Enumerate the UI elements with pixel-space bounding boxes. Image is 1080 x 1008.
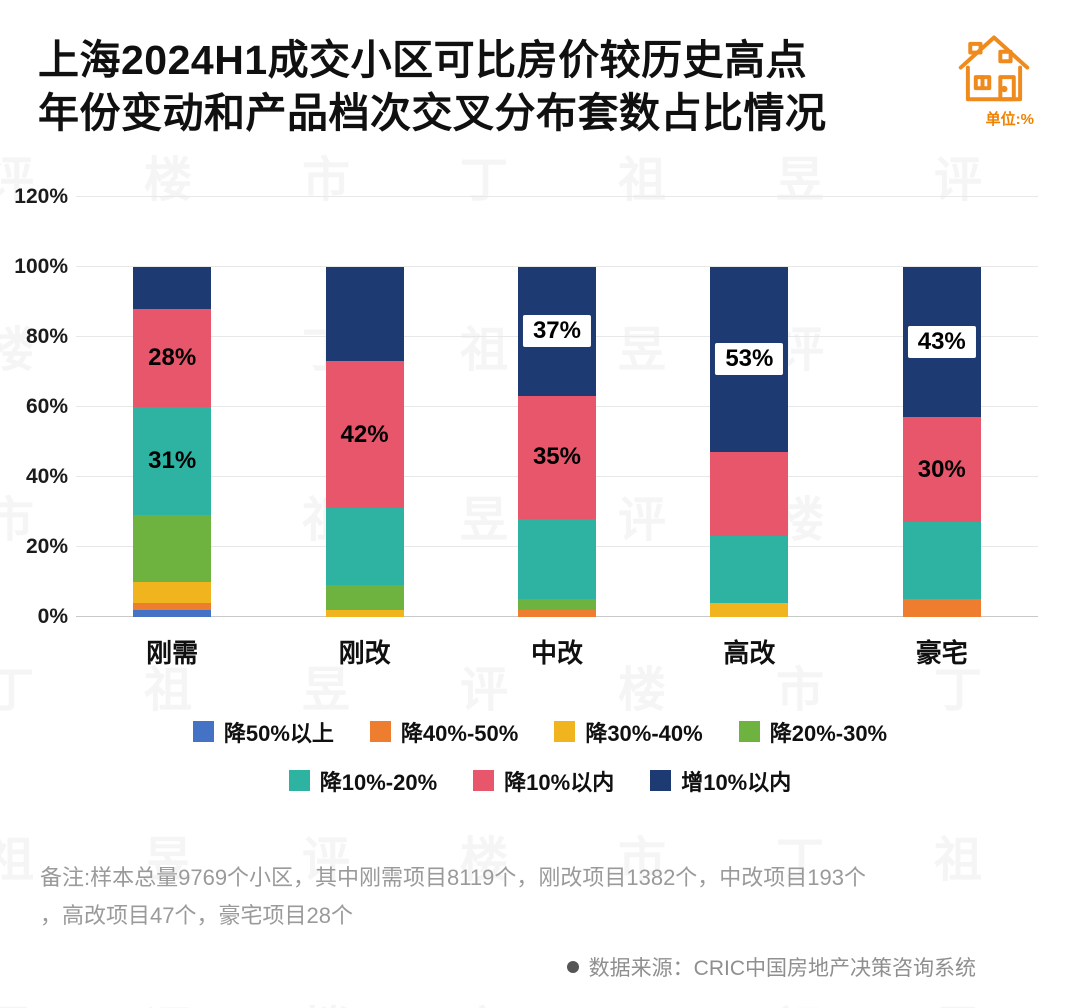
- y-axis-label: 0%: [37, 604, 68, 628]
- data-label: 35%: [532, 443, 581, 471]
- y-axis-label: 120%: [14, 184, 68, 208]
- data-source-text: 数据来源：CRIC中国房地产决策咨询系统: [588, 956, 976, 980]
- legend-item: 降10%以内: [473, 765, 614, 797]
- bullet-icon: [566, 960, 579, 973]
- bar-segment: [325, 266, 404, 362]
- bar-segment: [133, 308, 212, 407]
- gridline: [76, 265, 1038, 267]
- x-axis-label: 刚需: [146, 637, 199, 668]
- legend-swatch: [554, 721, 576, 743]
- bar-中改: 37% 35%: [517, 266, 596, 617]
- legend-item: 降30%-40%: [554, 716, 703, 748]
- legend-label: 降10%-20%: [319, 769, 438, 795]
- legend-swatch: [473, 770, 495, 792]
- x-axis-label: 豪宅: [915, 637, 968, 668]
- x-axis-label: 刚改: [338, 637, 391, 668]
- data-source: 数据来源：CRIC中国房地产决策咨询系统: [0, 952, 1080, 982]
- x-axis: 刚需 刚改 中改 高改 豪宅: [76, 633, 1038, 670]
- legend-item: 降50%以上: [192, 716, 334, 748]
- legend-label: 降20%-30%: [769, 720, 888, 746]
- stacked-bar-chart: 0% 20% 40% 60% 80% 100% 120% 28% 31% 42% 37% 35% 53…: [0, 185, 1080, 670]
- bar-segment: [133, 602, 212, 610]
- bar-segment: [710, 602, 789, 617]
- watermark-char: 昱: [934, 990, 982, 1008]
- legend-label: 增10%以内: [681, 769, 792, 795]
- data-label: 30%: [917, 455, 966, 483]
- legend-item: 降20%-30%: [738, 716, 888, 748]
- plot-area: 28% 31% 42% 37% 35% 53% 43% 30%: [76, 195, 1038, 617]
- bar-刚需: 28% 31%: [133, 266, 212, 617]
- bar-segment: [133, 406, 212, 516]
- house-icon: [958, 35, 1030, 102]
- data-label: 53%: [715, 343, 784, 376]
- title-line-1: 上海2024H1成交小区可比房价较历史高点: [38, 37, 808, 83]
- x-axis-label: 中改: [530, 637, 583, 668]
- legend-swatch: [650, 770, 672, 792]
- watermark-char: 楼: [302, 990, 350, 1008]
- legend-item: 降40%-50%: [369, 716, 519, 748]
- data-label: 37%: [522, 315, 591, 348]
- watermark-char: 市: [460, 990, 508, 1008]
- legend-row: 降50%以上 降40%-50% 降30%-40% 降20%-30%: [192, 716, 888, 748]
- unit-label: 单位:%: [985, 111, 1034, 128]
- legend-swatch: [288, 770, 310, 792]
- bar-segment: [902, 599, 981, 617]
- watermark-char: 昱: [0, 990, 34, 1008]
- bar-segment: [133, 581, 212, 603]
- bar-segment: [517, 396, 596, 519]
- bar-segment: [325, 609, 404, 617]
- bar-segment: [902, 417, 981, 523]
- x-axis-label: 高改: [723, 637, 776, 668]
- bar-segment: [325, 361, 404, 509]
- bar-刚改: 42%: [325, 266, 404, 617]
- chart-legend: 降50%以上 降40%-50% 降30%-40% 降20%-30% 降10%-20% 降1…: [0, 716, 1080, 797]
- data-label: 43%: [907, 325, 976, 358]
- data-label: 31%: [148, 446, 197, 474]
- legend-label: 降50%以上: [223, 720, 334, 746]
- legend-item: 降10%-20%: [288, 765, 438, 797]
- y-axis: 0% 20% 40% 60% 80% 100% 120%: [0, 185, 76, 628]
- data-label: 42%: [340, 420, 389, 448]
- watermark-char: 祖: [776, 990, 824, 1008]
- bar-segment: [902, 522, 981, 600]
- bar-segment: [133, 515, 212, 582]
- legend-item: 增10%以内: [650, 765, 791, 797]
- y-axis-label: 100%: [14, 254, 68, 278]
- gridline: [76, 195, 1038, 197]
- bar-segment: [710, 536, 789, 603]
- y-axis-label: 80%: [25, 324, 68, 348]
- bar-segment: [133, 266, 212, 309]
- header: 上海2024H1成交小区可比房价较历史高点 年份变动和产品档次交叉分布套数占比情况…: [0, 0, 1080, 141]
- bars-container: 28% 31% 42% 37% 35% 53% 43% 30%: [76, 197, 1038, 617]
- bar-高改: 53%: [710, 266, 789, 617]
- footnotes: 备注:样本总量9769个小区，其中刚需项目8119个，刚改项目1382个，中改项…: [0, 859, 1080, 936]
- bar-segment: [517, 599, 596, 610]
- footnote-line-2: ，高改项目47个，豪宅项目28个: [40, 903, 353, 929]
- watermark-char: 评: [144, 990, 192, 1008]
- data-label: 28%: [148, 343, 197, 371]
- legend-swatch: [738, 721, 760, 743]
- y-axis-label: 40%: [25, 464, 68, 488]
- y-axis-label: 60%: [25, 394, 68, 418]
- page-title: 上海2024H1成交小区可比房价较历史高点 年份变动和产品档次交叉分布套数占比情况: [38, 34, 1040, 141]
- legend-row: 降10%-20% 降10%以内 增10%以内: [288, 765, 791, 797]
- footnote-line-1: 备注:样本总量9769个小区，其中刚需项目8119个，刚改项目1382个，中改项…: [40, 864, 867, 890]
- y-axis-label: 20%: [25, 534, 68, 558]
- bar-segment: [325, 585, 404, 610]
- legend-swatch: [369, 721, 391, 743]
- legend-swatch: [192, 721, 214, 743]
- watermark-char: 丁: [618, 990, 666, 1008]
- bar-segment: [517, 518, 596, 600]
- bar-segment: [710, 452, 789, 537]
- bar-segment: [325, 508, 404, 586]
- bar-segment: [133, 609, 212, 617]
- legend-label: 降40%-50%: [400, 720, 519, 746]
- title-line-2: 年份变动和产品档次交叉分布套数占比情况: [38, 90, 827, 137]
- legend-label: 降30%-40%: [585, 720, 703, 746]
- bar-豪宅: 43% 30%: [902, 266, 981, 617]
- bar-segment: [517, 609, 596, 617]
- legend-label: 降10%以内: [504, 769, 615, 795]
- brand-block: 单位:%: [944, 28, 1034, 129]
